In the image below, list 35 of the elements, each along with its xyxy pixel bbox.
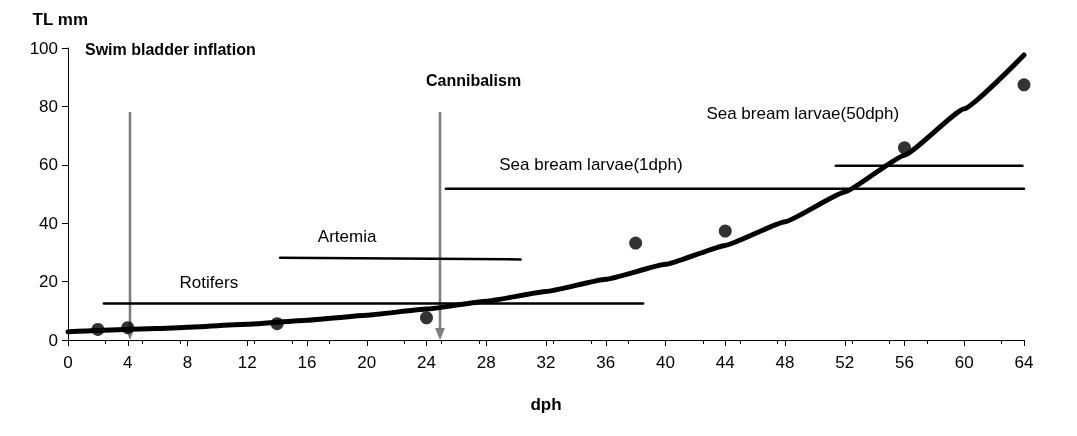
- y-tick-label: 100: [29, 38, 58, 58]
- y-tick-label: 20: [39, 272, 58, 292]
- x-tick-label: 12: [237, 353, 257, 372]
- x-tick-label: 24: [417, 353, 436, 372]
- y-tick-label: 40: [39, 213, 58, 233]
- x-tick-label: 56: [895, 353, 914, 372]
- y-tick-label: 60: [39, 155, 58, 175]
- text: Sea bream larvae(50dph): [706, 103, 900, 123]
- x-tick-label: 32: [536, 353, 556, 372]
- series-label: Artemia: [317, 226, 377, 246]
- x-axis-title: dph: [530, 395, 562, 414]
- x-tick-label: 64: [1014, 353, 1034, 372]
- x-tick-label: 4: [123, 353, 133, 372]
- x-tick-label: 52: [835, 353, 855, 372]
- x-tick-label: 0: [63, 353, 73, 372]
- x-tick-label: 8: [182, 353, 193, 372]
- x-tick-label: 20: [357, 353, 377, 372]
- annotation: Swim bladder inflation: [85, 41, 256, 58]
- x-tick-label: 60: [954, 353, 974, 372]
- point: [718, 224, 732, 238]
- x-tick-label: 28: [476, 353, 496, 372]
- x-tick-label: 48: [775, 353, 795, 372]
- y-axis-title: TL mm: [32, 10, 88, 29]
- y-tick-label: 0: [48, 330, 58, 350]
- series-label: Sea bream larvae(1dph): [499, 154, 683, 174]
- x-tick-label: 16: [297, 353, 317, 372]
- point: [420, 311, 433, 325]
- series-label: Rotifers: [179, 272, 239, 291]
- annotation: Cannibalism: [426, 72, 522, 89]
- point: [1017, 78, 1031, 92]
- x-tick-label: 44: [715, 353, 735, 372]
- point: [629, 236, 643, 250]
- x-tick-label: 40: [656, 353, 675, 372]
- x-tick-label: 36: [596, 353, 616, 372]
- y-tick-label: 80: [39, 96, 58, 116]
